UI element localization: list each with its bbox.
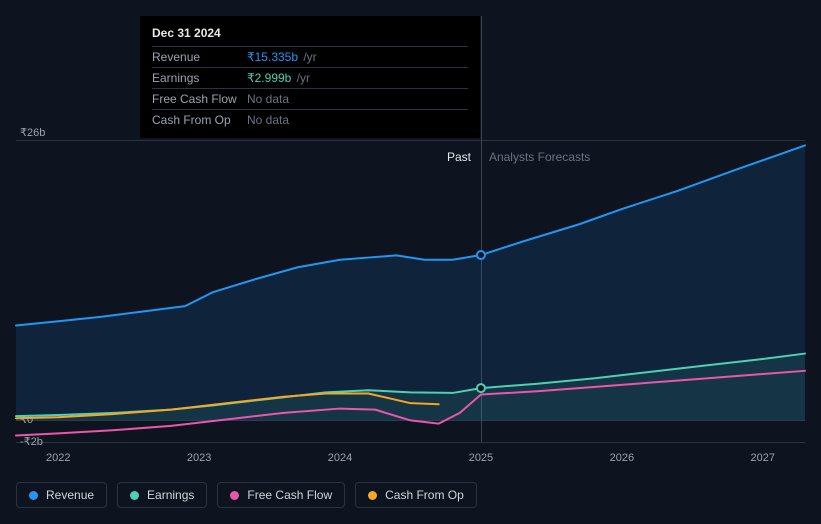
legend-label: Earnings <box>147 488 194 502</box>
x-axis-label: 2024 <box>328 452 352 464</box>
legend-label: Revenue <box>46 488 94 502</box>
x-axis-label: 2026 <box>610 452 634 464</box>
legend-swatch <box>230 491 239 500</box>
tooltip-row: Cash From OpNo data <box>152 109 468 130</box>
legend-item[interactable]: Free Cash Flow <box>217 482 345 508</box>
tooltip-row-label: Revenue <box>152 50 247 64</box>
x-axis-label: 2022 <box>46 452 70 464</box>
legend-item[interactable]: Revenue <box>16 482 107 508</box>
legend-label: Cash From Op <box>385 488 464 502</box>
tooltip-row: Earnings₹2.999b /yr <box>152 67 468 88</box>
legend-swatch <box>29 491 38 500</box>
tooltip-row-value: ₹15.335b /yr <box>247 50 317 64</box>
tooltip-row: Free Cash FlowNo data <box>152 88 468 109</box>
legend-swatch <box>130 491 139 500</box>
tooltip-title: Dec 31 2024 <box>152 26 468 46</box>
tooltip: Dec 31 2024 Revenue₹15.335b /yrEarnings₹… <box>140 16 480 138</box>
tooltip-row-value: No data <box>247 92 289 106</box>
legend-item[interactable]: Earnings <box>117 482 207 508</box>
x-axis-label: 2027 <box>750 452 774 464</box>
tooltip-row-label: Cash From Op <box>152 113 247 127</box>
tooltip-row-label: Free Cash Flow <box>152 92 247 106</box>
legend-item[interactable]: Cash From Op <box>355 482 477 508</box>
tooltip-row-value: ₹2.999b /yr <box>247 71 310 85</box>
tooltip-row: Revenue₹15.335b /yr <box>152 46 468 67</box>
x-axis-label: 2023 <box>187 452 211 464</box>
tooltip-row-label: Earnings <box>152 71 247 85</box>
tooltip-row-value: No data <box>247 113 289 127</box>
legend-label: Free Cash Flow <box>247 488 332 502</box>
x-axis-label: 2025 <box>469 452 493 464</box>
legend: Revenue Earnings Free Cash Flow Cash From O… <box>16 482 477 508</box>
legend-swatch <box>368 491 377 500</box>
